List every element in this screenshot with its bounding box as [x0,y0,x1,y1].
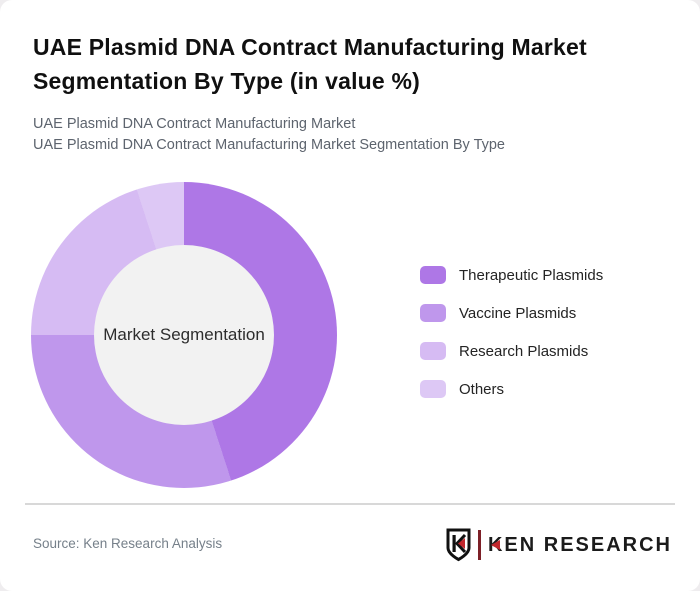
legend-label: Therapeutic Plasmids [459,266,604,284]
subtitle-line-1: UAE Plasmid DNA Contract Manufacturing M… [33,116,356,132]
donut-center: Market Segmentation [94,245,274,425]
brand-name: KEN RESEARCH [487,533,672,556]
legend-label: Others [459,380,505,398]
brand-k-accent-icon [490,539,500,550]
legend-label: Research Plasmids [459,342,589,360]
legend-label: Vaccine Plasmids [459,304,577,322]
source-note: Source: Ken Research Analysis [33,536,223,551]
legend-swatch [420,304,446,322]
subtitle-line-2: UAE Plasmid DNA Contract Manufacturing M… [33,137,506,153]
page-title: UAE Plasmid DNA Contract Manufacturing M… [33,34,587,94]
legend-item: Therapeutic Plasmids [420,266,603,284]
legend-item: Others [420,380,603,398]
logo-divider [477,530,481,560]
legend-item: Vaccine Plasmids [420,304,603,322]
legend-item: Research Plasmids [420,342,603,360]
legend-swatch [420,266,446,284]
footer-divider [25,503,675,505]
donut-center-label: Market Segmentation [103,325,265,344]
legend-swatch [420,380,446,398]
legend-swatch [420,342,446,360]
chart-subtitles: UAE Plasmid DNA Contract Manufacturing M… [33,114,505,156]
shield-k-icon [446,528,471,562]
legend: Therapeutic Plasmids Vaccine Plasmids Rese… [420,266,603,418]
ken-research-logo: KEN RESEARCH [445,527,672,563]
